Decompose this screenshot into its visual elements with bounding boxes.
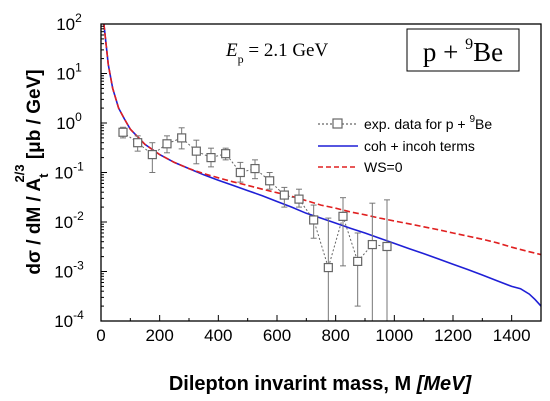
x-tick-label: 0 <box>96 326 105 345</box>
reaction-box <box>406 28 520 72</box>
data-point <box>265 176 275 186</box>
data-point <box>235 167 245 178</box>
data-point <box>162 139 172 149</box>
data-point <box>382 241 392 252</box>
data-point <box>367 239 377 250</box>
data-point <box>250 163 260 174</box>
x-tick-label: 1400 <box>493 326 531 345</box>
data-point <box>118 127 128 137</box>
data-point <box>353 256 363 266</box>
x-tick-label: 1200 <box>434 326 472 345</box>
x-tick-label: 400 <box>204 326 232 345</box>
data-point <box>191 146 201 156</box>
data-points <box>118 126 392 322</box>
y-tick-label: 101 <box>56 61 82 84</box>
data-point <box>206 152 216 163</box>
data-point <box>133 138 143 148</box>
data-point <box>323 262 333 273</box>
legend: exp. data for p + 9Be coh + incoh terms … <box>318 114 492 175</box>
data-point <box>279 190 289 200</box>
legend-marker-exp <box>332 118 343 129</box>
y-tick-label: 100 <box>56 110 82 133</box>
data-point <box>338 211 348 221</box>
x-tick-label: 1000 <box>375 326 413 345</box>
y-axis-title: dσ / dM / At2/3 [μb / GeV] <box>12 69 51 274</box>
legend-label-exp: exp. data for p + 9Be <box>364 114 492 132</box>
x-tick-label: 600 <box>263 326 291 345</box>
data-point <box>221 149 231 159</box>
x-axis-title: Dilepton invarint mass, M [MeV] <box>169 373 473 395</box>
legend-label-coh: coh + incoh terms <box>364 138 475 154</box>
energy-annotation: Ep = 2.1 GeV <box>225 40 328 66</box>
data-point <box>177 133 187 143</box>
y-tick-label: 10-2 <box>54 209 84 232</box>
y-tick-label: 102 <box>56 11 82 34</box>
legend-label-ws: WS=0 <box>364 159 403 175</box>
y-axis: 102 101 100 10-1 10-2 10-3 10-4 <box>54 11 107 331</box>
reaction-label: p + 9Be <box>423 36 503 67</box>
data-point <box>309 215 319 225</box>
x-axis: 0 200 400 600 800 1000 1200 1400 <box>96 315 531 345</box>
x-tick-label: 800 <box>321 326 349 345</box>
y-tick-label: 10-3 <box>54 259 84 282</box>
x-tick-label: 200 <box>145 326 173 345</box>
y-tick-label: 10-4 <box>54 308 84 331</box>
y-tick-label: 10-1 <box>54 160 84 183</box>
data-point <box>294 194 304 204</box>
data-point <box>147 149 157 160</box>
